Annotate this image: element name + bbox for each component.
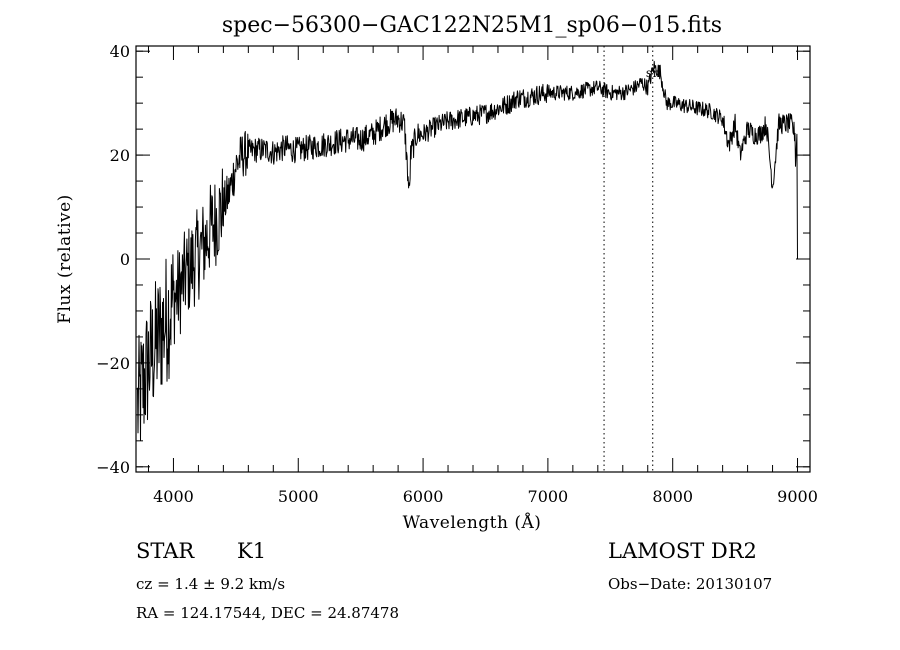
y-tick-label: 0 <box>120 250 130 269</box>
cz-value: cz = 1.4 ± 9.2 km/s <box>136 575 286 593</box>
y-axis-label: Flux (relative) <box>55 194 75 324</box>
y-tick-label: −40 <box>96 458 130 477</box>
y-tick-label: 20 <box>110 146 130 165</box>
subclass-label: K1 <box>237 539 267 563</box>
series-group <box>137 60 798 441</box>
survey-label: LAMOST DR2 <box>608 539 757 563</box>
line-annotation: n <box>653 66 661 80</box>
x-tick-label: 9000 <box>777 487 818 506</box>
x-tick-label: 7000 <box>528 487 569 506</box>
chart-title: spec−56300−GAC122N25M1_sp06−015.fits <box>222 13 722 38</box>
x-tick-label: 6000 <box>403 487 444 506</box>
x-tick-label: 4000 <box>153 487 194 506</box>
y-axis-ticks: −40 −20 0 20 40 <box>96 42 810 477</box>
x-tick-label: 5000 <box>278 487 319 506</box>
coordinates: RA = 124.17544, DEC = 24.87478 <box>136 604 400 622</box>
y-tick-label: 40 <box>110 42 130 61</box>
x-tick-label: 8000 <box>652 487 693 506</box>
obs-date: Obs−Date: 20130107 <box>608 575 773 593</box>
y-tick-label: −20 <box>96 354 130 373</box>
x-axis-label: Wavelength (Å) <box>403 512 542 533</box>
line-annotation: s <box>646 66 652 80</box>
spectrum-line <box>137 60 798 441</box>
class-label: STAR <box>136 539 195 563</box>
x-axis-ticks: 4000 5000 6000 7000 8000 9000 <box>147 46 818 506</box>
reference-lines <box>603 46 654 472</box>
